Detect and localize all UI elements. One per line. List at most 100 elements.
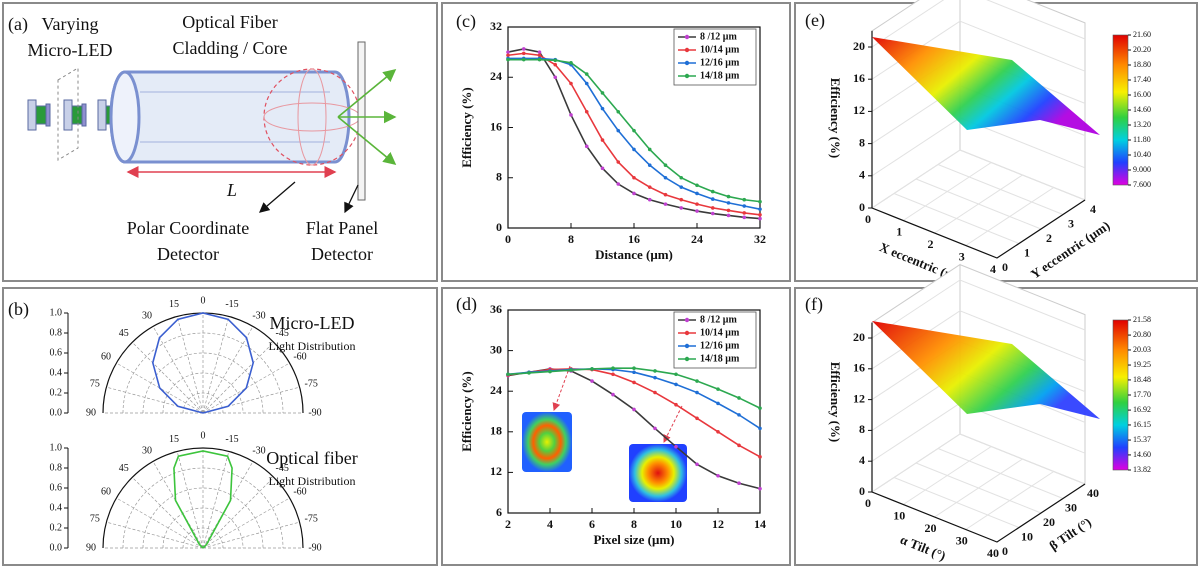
point xyxy=(758,406,762,410)
r-tick-label: 1.0 xyxy=(50,442,63,453)
point xyxy=(569,368,573,373)
z-tick-label: 8 xyxy=(859,135,865,149)
polar-title: Micro-LED xyxy=(270,313,355,333)
diagram-label: Optical Fiber xyxy=(182,12,277,32)
y-axis-title: Efficiency (%) xyxy=(459,371,474,452)
y-tick-label: 0 xyxy=(1002,544,1008,558)
point xyxy=(679,185,684,189)
z-tick-label: 16 xyxy=(853,71,865,85)
point xyxy=(695,462,699,467)
point xyxy=(726,213,731,218)
point xyxy=(716,387,720,391)
x-tick-label: 30 xyxy=(956,533,968,547)
point xyxy=(506,57,510,62)
point xyxy=(674,402,678,407)
colorbar-label: 13.82 xyxy=(1133,465,1151,474)
x-tick-label: 40 xyxy=(987,546,999,560)
grid-ray xyxy=(176,451,204,549)
colorbar-label: 14.60 xyxy=(1133,450,1151,459)
x-tick-label: 2 xyxy=(505,517,511,531)
legend-swatch xyxy=(684,60,690,66)
point xyxy=(537,57,542,62)
point xyxy=(737,443,741,448)
point xyxy=(716,401,720,406)
point xyxy=(695,379,699,383)
angle-label: -15 xyxy=(225,299,238,310)
grid-ray xyxy=(106,521,204,549)
y-tick-label: 6 xyxy=(496,505,502,519)
z-tick-label: 0 xyxy=(859,200,865,214)
grid-arc xyxy=(142,487,264,549)
point xyxy=(742,204,747,208)
point xyxy=(647,185,652,189)
point xyxy=(616,128,621,133)
r-tick-label: 0.8 xyxy=(50,327,63,338)
point xyxy=(695,416,699,421)
y-tick-label: 24 xyxy=(490,383,502,397)
z-tick-label: 4 xyxy=(859,168,865,182)
y-tick-label: 30 xyxy=(490,342,502,356)
colorbar-label: 14.60 xyxy=(1133,105,1151,114)
point xyxy=(726,201,731,205)
point xyxy=(674,382,678,387)
point xyxy=(616,109,621,114)
point xyxy=(710,206,715,210)
panel-label: (c) xyxy=(456,11,476,32)
y-tick-label: 10 xyxy=(1021,529,1033,543)
panel-label: (d) xyxy=(456,294,477,315)
y-tick-label: 12 xyxy=(490,464,502,478)
point xyxy=(548,369,552,374)
point xyxy=(679,197,684,202)
diagram-label: Detector xyxy=(311,244,373,264)
diagram-label: Varying xyxy=(42,14,99,34)
x-tick-label: 1 xyxy=(896,224,902,238)
axis-line xyxy=(871,322,1086,543)
point xyxy=(758,213,762,217)
legend-frame xyxy=(673,311,757,369)
point xyxy=(742,211,747,215)
legend-swatch xyxy=(684,73,690,79)
y-tick-label: 0 xyxy=(1002,260,1008,274)
angle-label: -30 xyxy=(252,310,265,321)
point xyxy=(674,444,678,449)
point xyxy=(537,50,542,54)
y-tick-label: 1 xyxy=(1024,245,1030,259)
point xyxy=(616,160,621,164)
legend-swatch xyxy=(684,330,690,336)
point xyxy=(742,197,747,202)
polar-subtitle: Light Distribution xyxy=(269,474,356,488)
colorbar-label: 18.80 xyxy=(1133,60,1151,69)
point xyxy=(663,175,668,180)
x-tick-label: 4 xyxy=(547,517,553,531)
point xyxy=(632,407,636,412)
diagram-label: Cladding / Core xyxy=(173,38,288,58)
point xyxy=(553,75,558,80)
angle-label: -75 xyxy=(305,378,318,389)
point xyxy=(758,426,762,431)
y-tick-label: 3 xyxy=(1068,216,1074,230)
y-tick-label: 16 xyxy=(490,119,502,133)
grid-line xyxy=(915,178,1042,230)
polar-title: Optical fiber xyxy=(266,448,357,468)
x-tick-label: 10 xyxy=(670,517,682,531)
x-axis-title: Pixel size (μm) xyxy=(593,532,674,547)
colorbar-label: 16.00 xyxy=(1133,90,1151,99)
point xyxy=(584,81,589,86)
legend-label: 14/18 μm xyxy=(700,70,740,81)
diagram-label: Flat Panel xyxy=(306,218,379,238)
grid-ray xyxy=(202,326,254,414)
legend-swatch xyxy=(684,47,690,53)
y-tick-label: 24 xyxy=(490,69,502,83)
z-tick-label: 20 xyxy=(853,330,865,344)
point xyxy=(569,113,573,117)
grid-line xyxy=(915,462,1042,514)
colorbar-label: 11.80 xyxy=(1133,135,1151,144)
legend-label: 12/16 μm xyxy=(700,340,740,351)
angle-label: -90 xyxy=(308,407,321,418)
colorbar-label: 18.48 xyxy=(1133,375,1151,384)
colorbar-label: 10.40 xyxy=(1133,150,1151,159)
colorbar-label: 19.25 xyxy=(1133,360,1151,369)
r-tick-label: 0.2 xyxy=(50,522,63,533)
